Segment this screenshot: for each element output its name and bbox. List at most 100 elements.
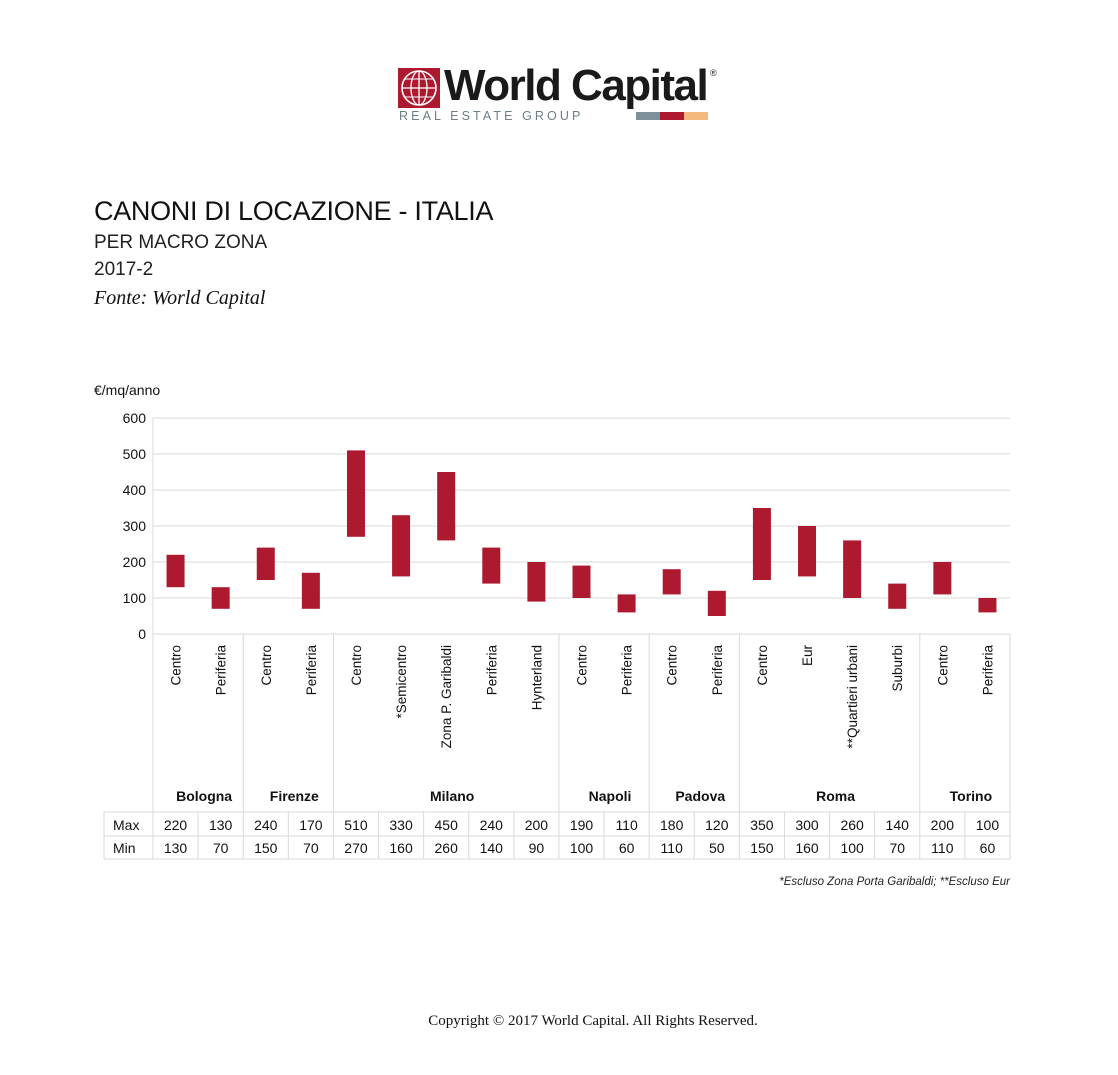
chart-footnote: *Escluso Zona Porta Garibaldi; **Escluso… [779, 876, 1010, 888]
table-cell-max: 100 [976, 817, 1000, 833]
y-tick-label: 200 [123, 554, 147, 570]
y-tick-label: 400 [123, 482, 147, 498]
range-bar [482, 547, 501, 584]
city-label: Milano [430, 788, 474, 804]
range-bar [707, 590, 726, 616]
chart-subtitle: PER MACRO ZONA [94, 232, 268, 253]
category-label: **Quartieri urbani [845, 645, 860, 749]
category-label: Centro [169, 645, 184, 686]
range-bar [346, 450, 365, 537]
table-cell-min: 90 [529, 840, 545, 856]
table-cell-min: 70 [213, 840, 229, 856]
category-label: Periferia [484, 645, 499, 696]
logo-bar-gray [636, 112, 660, 120]
table-cell-max: 220 [164, 817, 188, 833]
table-cell-max: 170 [299, 817, 323, 833]
city-label: Torino [950, 788, 993, 804]
category-label: Centro [349, 645, 364, 686]
category-label: Centro [575, 645, 590, 686]
table-cell-min: 110 [661, 840, 684, 856]
table-cell-min: 100 [570, 840, 594, 856]
logo-bar-red [660, 112, 684, 120]
table-cell-max: 110 [615, 817, 638, 833]
table-cell-min: 140 [480, 840, 504, 856]
range-bar [752, 508, 771, 580]
y-axis-unit-label: €/mq/anno [94, 382, 161, 398]
chart-title: CANONI DI LOCAZIONE - ITALIA [94, 196, 494, 226]
range-bar [527, 562, 546, 602]
table-cell-max: 200 [525, 817, 549, 833]
category-label: Centro [665, 645, 680, 686]
table-cell-max: 240 [480, 817, 504, 833]
category-label: Centro [755, 645, 770, 686]
y-tick-label: 100 [123, 590, 147, 606]
range-bar [392, 515, 411, 577]
range-bar [933, 562, 952, 595]
table-cell-max: 120 [705, 817, 729, 833]
table-cell-max: 180 [660, 817, 684, 833]
city-label: Bologna [176, 788, 232, 804]
range-bar [166, 554, 185, 588]
table-cell-min: 70 [889, 840, 905, 856]
logo-registered-mark: ® [710, 68, 717, 78]
table-cell-max: 300 [795, 817, 819, 833]
category-label: Periferia [304, 645, 319, 696]
table-cell-min: 50 [709, 840, 725, 856]
table-cell-min: 100 [840, 840, 864, 856]
range-bar [301, 572, 320, 609]
table-cell-max: 190 [570, 817, 594, 833]
category-label: Periferia [620, 645, 635, 696]
range-bar [437, 472, 456, 541]
table-cell-min: 60 [619, 840, 635, 856]
city-label: Padova [675, 788, 725, 804]
table-cell-min: 260 [435, 840, 459, 856]
range-bar [662, 569, 681, 595]
table-cell-max: 510 [344, 817, 368, 833]
range-bar [572, 565, 591, 598]
range-bar [888, 583, 907, 609]
category-label: Centro [935, 645, 950, 686]
range-bar [798, 526, 817, 577]
range-bar [211, 587, 230, 609]
table-cell-max: 140 [886, 817, 910, 833]
table-cell-min: 70 [303, 840, 319, 856]
logo-wordmark: World Capital [444, 61, 709, 110]
chart-period: 2017-2 [94, 259, 154, 280]
city-label: Roma [816, 788, 855, 804]
table-row-header-min: Min [113, 840, 136, 856]
table-cell-max: 130 [209, 817, 233, 833]
logo-color-bars [636, 112, 708, 120]
y-tick-label: 0 [138, 626, 146, 642]
range-bar [617, 594, 636, 613]
logo-tagline: REAL ESTATE GROUP [399, 109, 584, 123]
table-cell-min: 160 [795, 840, 819, 856]
chart-source: Fonte: World Capital [94, 287, 266, 309]
table-cell-max: 330 [389, 817, 413, 833]
table-cell-max: 350 [750, 817, 774, 833]
table-cell-min: 130 [164, 840, 188, 856]
y-tick-label: 600 [123, 410, 147, 426]
logo-bar-orange [684, 112, 708, 120]
table-row-header-max: Max [113, 817, 139, 833]
category-label: Zona P. Garibaldi [439, 645, 454, 748]
table-cell-max: 240 [254, 817, 278, 833]
category-label: Centro [259, 645, 274, 686]
table-cell-min: 150 [254, 840, 278, 856]
table-cell-max: 450 [435, 817, 459, 833]
y-tick-label: 500 [123, 446, 147, 462]
category-label: Periferia [980, 645, 995, 696]
table-cell-min: 150 [750, 840, 774, 856]
globe-logo-icon [398, 68, 440, 108]
category-label: Suburbi [890, 645, 905, 692]
table-cell-min: 160 [389, 840, 413, 856]
category-label: Periferia [710, 645, 725, 696]
category-label: Eur [800, 645, 815, 667]
category-label: Hynterland [529, 645, 544, 710]
table-cell-max: 200 [931, 817, 955, 833]
category-label: Periferia [214, 645, 229, 696]
table-cell-min: 110 [931, 840, 954, 856]
table-cell-min: 270 [344, 840, 368, 856]
y-tick-label: 300 [123, 518, 147, 534]
table-cell-max: 260 [840, 817, 864, 833]
